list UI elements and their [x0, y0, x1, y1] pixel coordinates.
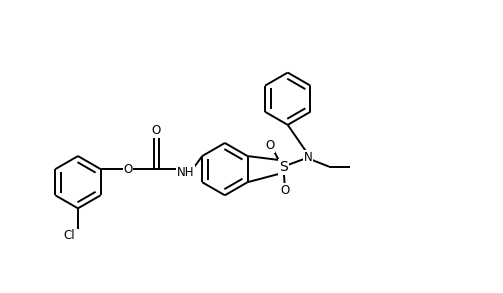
Text: N: N	[303, 151, 312, 164]
Text: O: O	[280, 184, 289, 197]
Text: S: S	[279, 160, 288, 174]
Text: O: O	[265, 139, 274, 152]
Text: Cl: Cl	[63, 229, 75, 242]
Text: NH: NH	[177, 166, 194, 179]
Text: O: O	[124, 163, 133, 176]
Text: O: O	[152, 125, 161, 137]
